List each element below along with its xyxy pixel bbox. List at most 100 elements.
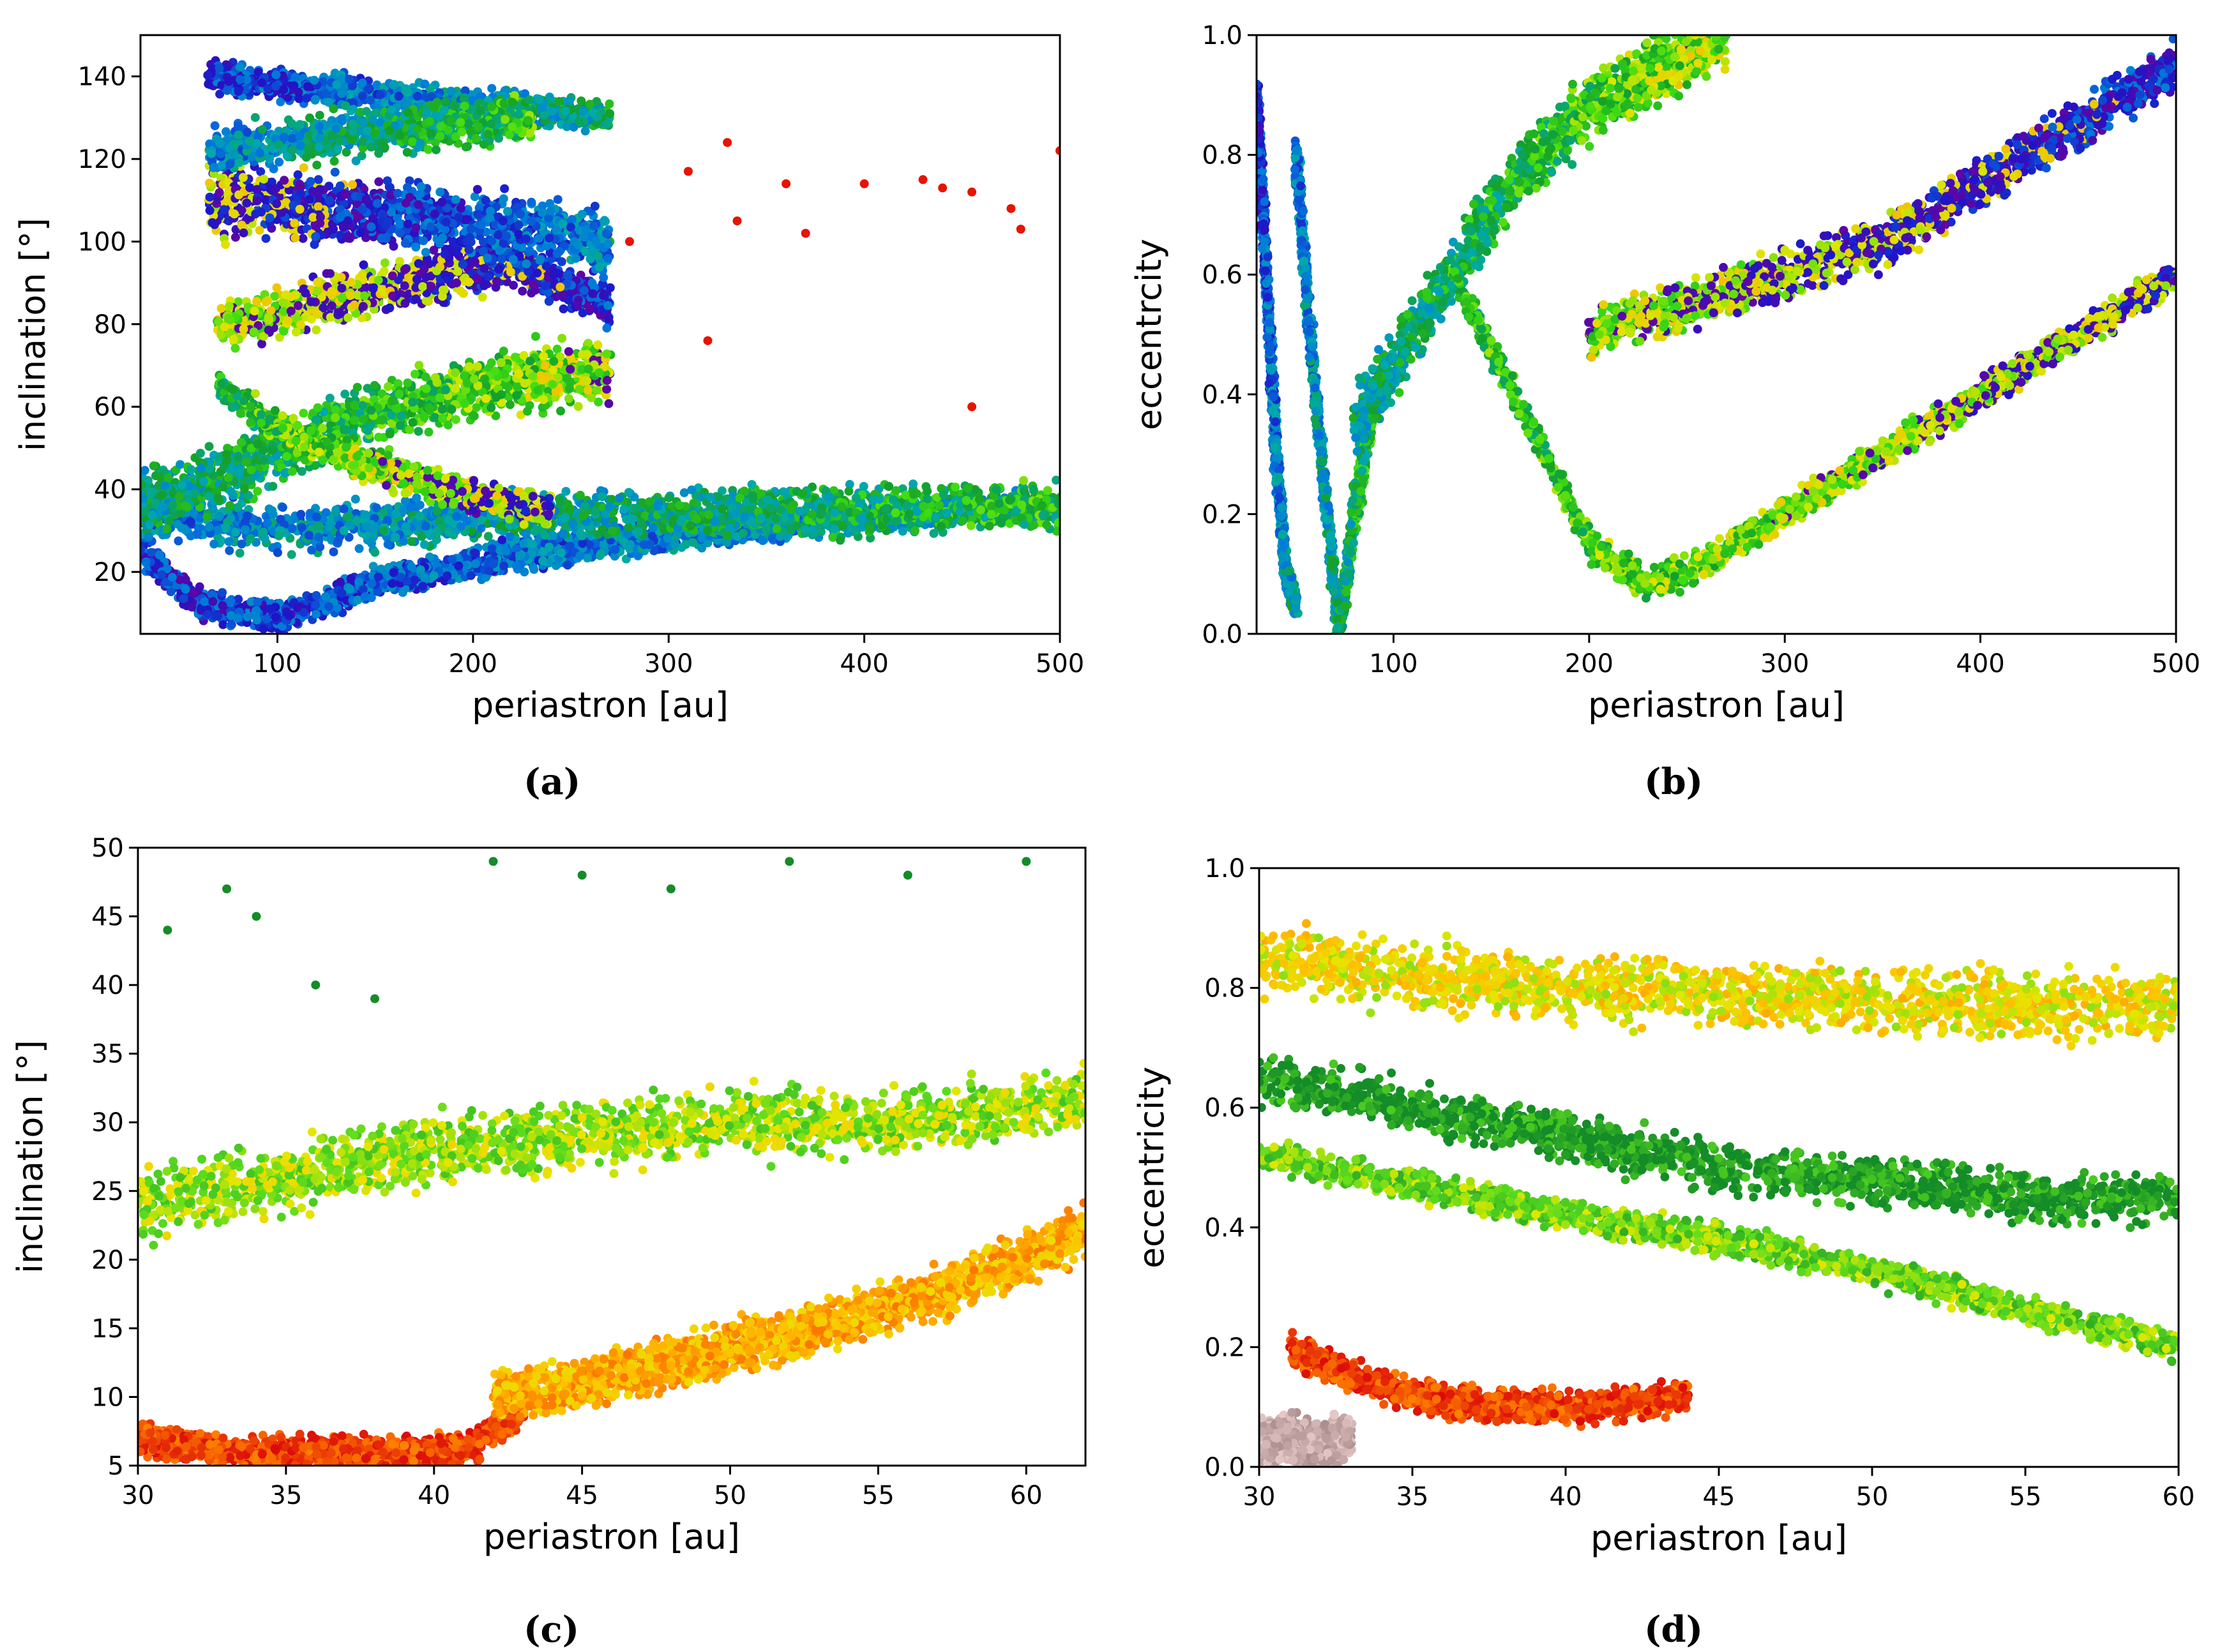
data-point xyxy=(222,523,231,533)
data-point xyxy=(974,495,984,504)
data-point xyxy=(202,512,212,522)
data-point xyxy=(713,492,723,502)
data-point xyxy=(432,527,441,536)
data-point xyxy=(376,564,386,574)
data-point xyxy=(633,527,643,536)
data-point xyxy=(227,620,236,629)
data-point xyxy=(610,545,620,554)
data-point xyxy=(311,600,321,610)
data-point xyxy=(368,562,378,571)
data-point xyxy=(383,539,393,549)
data-point xyxy=(772,524,782,534)
data-point xyxy=(561,513,570,522)
data-point xyxy=(391,509,401,518)
data-point xyxy=(456,522,465,531)
data-point xyxy=(383,382,393,391)
data-point xyxy=(636,518,646,527)
data-point xyxy=(253,486,262,496)
data-point xyxy=(209,539,219,549)
data-point xyxy=(747,480,757,489)
data-point xyxy=(346,574,356,583)
data-point xyxy=(923,494,932,504)
data-point xyxy=(627,514,637,523)
data-point xyxy=(1005,495,1015,505)
data-point xyxy=(942,508,951,518)
data-point xyxy=(421,522,430,531)
data-point xyxy=(424,427,434,437)
data-point xyxy=(466,571,476,580)
data-point xyxy=(966,521,976,530)
data-point xyxy=(274,531,283,541)
data-point xyxy=(312,513,322,522)
data-point xyxy=(692,514,702,524)
data-point xyxy=(545,543,554,552)
data-point xyxy=(487,544,497,553)
data-point xyxy=(225,546,234,555)
data-point xyxy=(311,610,321,619)
data-point xyxy=(351,494,360,504)
data-point xyxy=(605,502,614,511)
data-point xyxy=(985,522,994,530)
data-point xyxy=(798,489,808,499)
data-point xyxy=(265,604,275,613)
data-point xyxy=(881,504,891,513)
data-point xyxy=(697,534,707,543)
data-point xyxy=(884,482,893,492)
data-point xyxy=(157,570,167,580)
data-point xyxy=(370,523,379,533)
data-point xyxy=(766,504,776,513)
data-point xyxy=(297,523,306,532)
data-point xyxy=(287,524,297,533)
data-point xyxy=(838,521,847,530)
data-point xyxy=(314,532,324,542)
data-point xyxy=(670,539,679,548)
data-point xyxy=(166,587,176,596)
panel-a: 100 200 300 400 50020406080100120140periastr… xyxy=(13,34,1084,725)
data-point xyxy=(262,614,271,624)
data-point xyxy=(391,532,400,542)
data-point xyxy=(593,340,603,350)
data-point xyxy=(830,508,840,518)
data-point xyxy=(529,565,539,574)
data-point xyxy=(419,540,429,550)
data-point xyxy=(241,525,250,534)
data-point xyxy=(757,513,766,523)
data-point xyxy=(676,517,686,527)
data-point xyxy=(730,509,740,518)
data-point xyxy=(416,565,425,574)
data-point xyxy=(362,522,372,531)
data-point xyxy=(645,497,654,507)
data-point xyxy=(389,567,398,577)
data-point xyxy=(931,512,941,522)
data-point xyxy=(1038,511,1048,520)
data-point xyxy=(179,594,188,603)
data-point xyxy=(315,542,325,552)
data-point xyxy=(905,509,914,518)
data-point xyxy=(898,527,907,536)
data-point xyxy=(174,536,183,546)
data-point xyxy=(259,624,268,634)
data-point xyxy=(756,489,766,499)
data-point xyxy=(578,511,587,521)
data-point xyxy=(314,522,324,531)
data-point xyxy=(374,432,383,442)
data-point xyxy=(407,537,416,546)
data-point xyxy=(444,527,453,537)
data-point xyxy=(226,597,236,606)
data-point xyxy=(663,534,672,543)
data-point xyxy=(226,611,236,620)
data-point xyxy=(224,537,234,546)
data-point xyxy=(865,524,875,534)
data-point xyxy=(325,522,334,532)
data-point xyxy=(444,515,453,525)
data-point xyxy=(410,575,419,585)
data-point xyxy=(335,577,345,587)
data-point xyxy=(253,597,262,607)
data-point xyxy=(1042,520,1052,530)
data-point xyxy=(604,399,614,409)
data-point xyxy=(339,526,349,536)
data-point xyxy=(454,561,464,571)
data-point xyxy=(903,501,912,511)
data-point xyxy=(296,509,306,519)
data-point xyxy=(565,541,575,551)
